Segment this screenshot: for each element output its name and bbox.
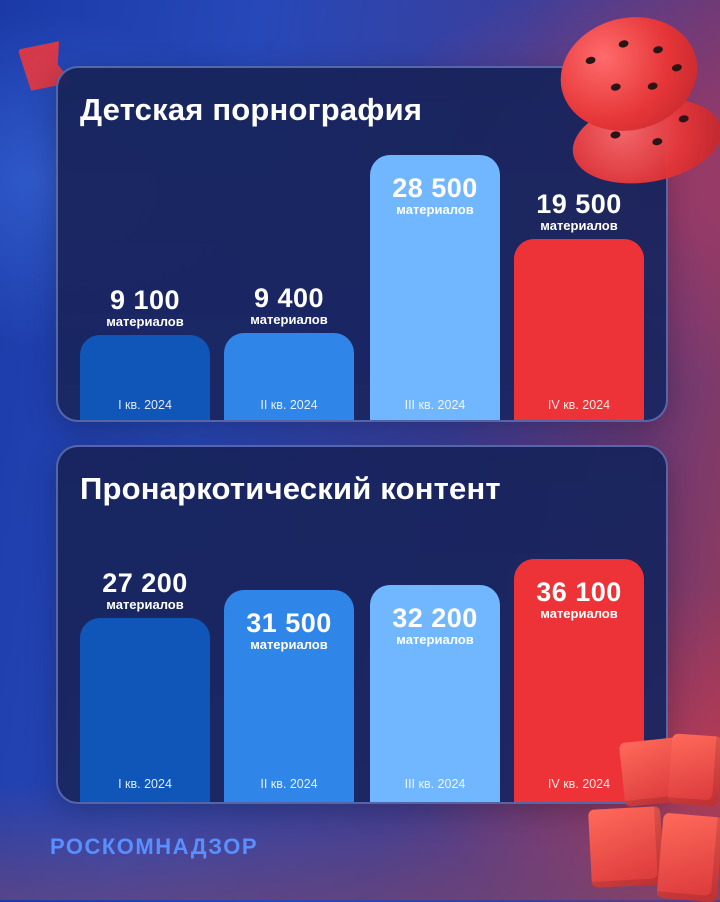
value-label: 9 400 материалов <box>214 283 364 327</box>
category-label: I кв. 2024 <box>118 777 172 791</box>
value-unit: материалов <box>106 597 184 612</box>
value-number: 32 200 <box>392 603 478 633</box>
value-number: 36 100 <box>536 577 622 607</box>
category-label: III кв. 2024 <box>404 777 466 791</box>
value-unit: материалов <box>540 606 618 621</box>
value-number: 9 400 <box>253 283 325 313</box>
value-label: 27 200 материалов <box>70 568 220 612</box>
bar <box>514 239 644 420</box>
value-unit: материалов <box>250 312 328 327</box>
value-unit: материалов <box>396 632 474 647</box>
category-label: IV кв. 2024 <box>547 398 611 412</box>
category-label: III кв. 2024 <box>404 398 466 412</box>
category-label: I кв. 2024 <box>118 398 172 412</box>
value-unit: материалов <box>540 218 618 233</box>
bar <box>224 590 354 802</box>
bar <box>370 155 500 420</box>
value-number: 9 100 <box>109 285 181 315</box>
category-label: IV кв. 2024 <box>547 777 611 791</box>
chart-panel-drug-content: Пронаркотический контент I кв. 2024 27 20… <box>56 445 668 804</box>
value-label: 31 500 материалов <box>214 608 364 652</box>
value-label: 28 500 материалов <box>360 173 510 217</box>
value-number: 31 500 <box>246 608 332 638</box>
value-label: 32 200 материалов <box>360 603 510 647</box>
category-label: II кв. 2024 <box>260 777 318 791</box>
roskomnadzor-logo: РОСКОМНАДЗОР <box>50 834 259 859</box>
value-unit: материалов <box>106 314 184 329</box>
chart-title: Детская порнография <box>80 92 423 127</box>
value-label: 36 100 материалов <box>504 577 654 621</box>
value-number: 27 200 <box>102 568 188 598</box>
value-unit: материалов <box>396 202 474 217</box>
category-label: II кв. 2024 <box>260 398 318 412</box>
value-label: 9 100 материалов <box>70 285 220 329</box>
value-number: 28 500 <box>392 173 478 203</box>
bar <box>224 333 354 420</box>
chart-title: Пронаркотический контент <box>80 471 501 506</box>
value-number: 19 500 <box>536 189 622 219</box>
value-label: 19 500 материалов <box>504 189 654 233</box>
value-unit: материалов <box>250 637 328 652</box>
bar <box>80 618 210 802</box>
bar <box>370 585 500 802</box>
bar <box>80 335 210 420</box>
chart-panel-child-content: Детская порнография I кв. 2024 9 100 матер… <box>56 66 668 422</box>
